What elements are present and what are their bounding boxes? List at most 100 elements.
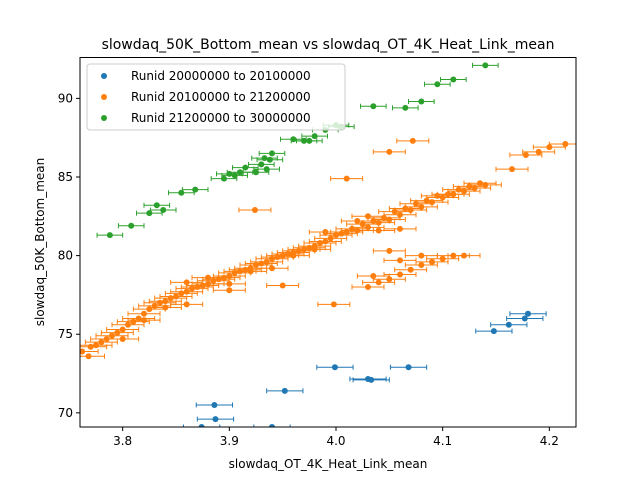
data-point bbox=[285, 251, 291, 258]
data-point bbox=[370, 273, 377, 280]
data-point bbox=[157, 299, 163, 306]
series-1 bbox=[182, 310, 547, 427]
data-point bbox=[413, 200, 419, 207]
data-point bbox=[482, 62, 489, 69]
data-point bbox=[343, 229, 350, 236]
data-point bbox=[279, 282, 286, 289]
data-point bbox=[162, 304, 169, 311]
data-point bbox=[226, 287, 233, 294]
data-point bbox=[434, 81, 441, 88]
data-point bbox=[205, 280, 211, 287]
data-point bbox=[109, 332, 115, 339]
data-point bbox=[359, 221, 366, 228]
data-point bbox=[405, 364, 412, 371]
data-point bbox=[445, 191, 451, 198]
data-point bbox=[397, 271, 403, 278]
data-point bbox=[106, 232, 113, 239]
data-point bbox=[423, 197, 430, 204]
data-point bbox=[375, 279, 382, 286]
data-point bbox=[461, 252, 467, 259]
x-tick-label: 3.9 bbox=[220, 434, 239, 448]
x-tick-label: 4.2 bbox=[540, 434, 559, 448]
legend-label: Runid 21200000 to 30000000 bbox=[131, 111, 311, 125]
data-point bbox=[370, 103, 377, 110]
y-axis-label: slowdaq_50K_Bottom_mean bbox=[33, 158, 47, 327]
data-point bbox=[183, 301, 190, 308]
data-point bbox=[450, 76, 457, 83]
data-point bbox=[167, 295, 174, 302]
data-point bbox=[311, 246, 318, 253]
data-point bbox=[331, 364, 338, 371]
legend-marker bbox=[101, 73, 107, 79]
data-point bbox=[562, 140, 569, 147]
data-point bbox=[128, 222, 135, 229]
data-point bbox=[192, 186, 199, 193]
data-point bbox=[253, 169, 259, 176]
data-point bbox=[466, 183, 473, 190]
data-point bbox=[306, 244, 313, 251]
data-point bbox=[365, 376, 371, 383]
legend-marker bbox=[101, 94, 107, 100]
data-point bbox=[189, 285, 195, 292]
data-point bbox=[365, 213, 371, 220]
y-tick-label: 90 bbox=[58, 91, 73, 105]
data-point bbox=[212, 416, 219, 423]
x-tick-label: 4.0 bbox=[326, 434, 345, 448]
data-point bbox=[173, 293, 179, 300]
data-point bbox=[141, 310, 147, 317]
data-point bbox=[263, 258, 270, 265]
data-point bbox=[290, 252, 297, 259]
data-point bbox=[365, 284, 371, 291]
data-point bbox=[402, 104, 409, 111]
chart-title: slowdaq_50K_Bottom_mean vs slowdaq_OT_4K… bbox=[102, 37, 555, 53]
data-point bbox=[386, 276, 393, 283]
data-point bbox=[317, 240, 323, 247]
x-axis-label: slowdaq_OT_4K_Heat_Link_mean bbox=[229, 457, 428, 471]
data-point bbox=[322, 229, 329, 236]
y-tick-label: 70 bbox=[58, 406, 73, 420]
data-point bbox=[391, 208, 398, 215]
data-point bbox=[205, 274, 211, 281]
data-point bbox=[354, 218, 361, 225]
data-point bbox=[521, 315, 528, 322]
series-3 bbox=[96, 62, 499, 239]
data-point bbox=[85, 353, 92, 360]
data-point bbox=[80, 348, 86, 355]
data-point bbox=[269, 150, 275, 157]
data-point bbox=[333, 232, 339, 239]
data-point bbox=[135, 315, 142, 322]
data-point bbox=[343, 175, 350, 182]
data-point bbox=[311, 133, 318, 140]
data-point bbox=[418, 98, 425, 105]
data-point bbox=[211, 401, 218, 408]
data-point bbox=[386, 148, 393, 155]
legend-label: Runid 20100000 to 21200000 bbox=[131, 90, 311, 104]
data-point bbox=[386, 247, 393, 254]
data-point bbox=[546, 144, 553, 151]
data-point bbox=[125, 321, 131, 328]
data-point bbox=[119, 335, 126, 342]
data-point bbox=[114, 329, 121, 336]
data-point bbox=[525, 310, 531, 317]
data-point bbox=[242, 164, 249, 171]
data-point bbox=[226, 273, 233, 280]
data-point bbox=[397, 257, 403, 264]
data-point bbox=[146, 210, 153, 217]
data-point bbox=[439, 255, 446, 262]
data-point bbox=[477, 180, 483, 187]
x-tick-label: 4.1 bbox=[433, 434, 452, 448]
data-point bbox=[397, 211, 403, 218]
data-point bbox=[402, 205, 409, 212]
data-point bbox=[290, 136, 297, 143]
series-2 bbox=[80, 137, 576, 360]
axes-frame bbox=[79, 57, 577, 428]
data-point bbox=[261, 155, 268, 162]
legend-marker bbox=[101, 115, 107, 121]
data-point bbox=[151, 302, 158, 309]
data-point bbox=[242, 266, 249, 273]
data-point bbox=[490, 328, 497, 335]
data-point bbox=[455, 186, 462, 193]
data-point bbox=[522, 151, 529, 158]
data-point bbox=[418, 262, 425, 269]
